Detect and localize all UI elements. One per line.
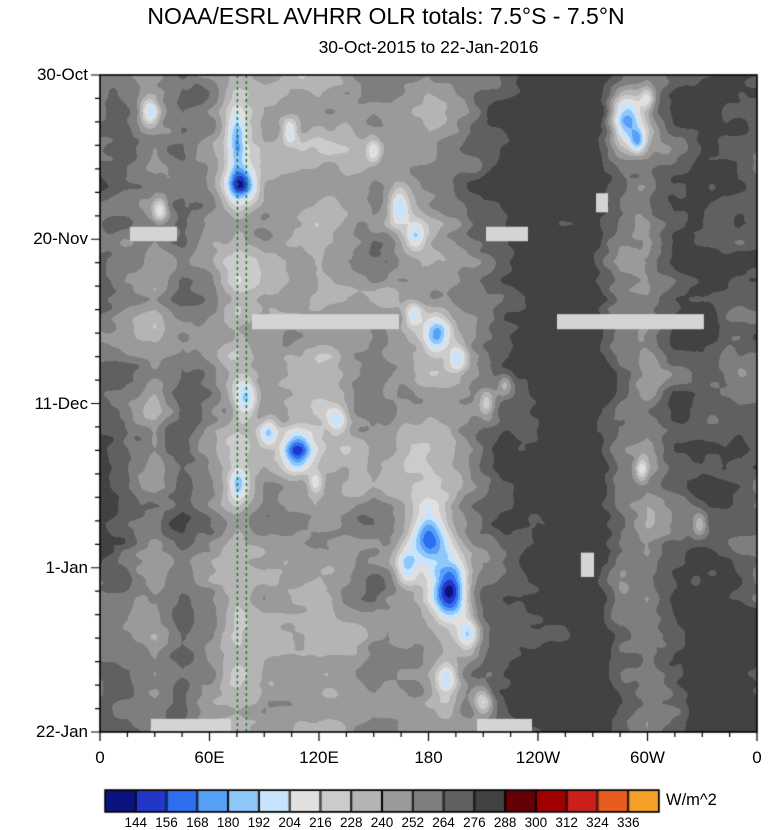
colorbar-tick-label: 192 bbox=[247, 815, 271, 830]
x-tick-label: 60E bbox=[194, 748, 225, 767]
y-tick-label: 30-Oct bbox=[36, 65, 88, 84]
colorbar-tick-label: 228 bbox=[339, 815, 363, 830]
colorbar-tick-label: 144 bbox=[124, 815, 148, 830]
x-tick-label: 120E bbox=[299, 748, 339, 767]
colorbar-tick-label: 156 bbox=[155, 815, 178, 830]
y-tick-label: 20-Nov bbox=[33, 229, 88, 249]
y-tick-label: 22-Jan bbox=[36, 722, 88, 741]
colorbar-tick-label: 300 bbox=[524, 815, 548, 830]
colorbar-tick-label: 324 bbox=[586, 815, 609, 830]
colorbar-tick-label: 204 bbox=[278, 815, 301, 830]
colorbar-tick-label: 276 bbox=[463, 815, 486, 830]
colorbar-tick-label: 216 bbox=[309, 815, 332, 830]
y-tick-label: 11-Dec bbox=[34, 393, 88, 413]
colorbar-tick-label: 168 bbox=[186, 815, 209, 830]
colorbar-tick-label: 252 bbox=[401, 815, 425, 830]
colorbar-tick-label: 288 bbox=[493, 815, 517, 830]
colorbar-tick-label: 312 bbox=[555, 815, 578, 830]
colorbar-units-label: W/m^2 bbox=[666, 791, 717, 809]
x-tick-label: 0 bbox=[95, 748, 105, 767]
x-tick-label: 120W bbox=[515, 748, 561, 767]
x-tick-label: 0 bbox=[752, 748, 762, 767]
colorbar-tick-label: 336 bbox=[616, 815, 640, 830]
chart-title: NOAA/ESRL AVHRR OLR totals: 7.5°S - 7.5°… bbox=[147, 3, 625, 29]
colorbar-tick-label: 240 bbox=[370, 815, 394, 830]
x-tick-label: 180 bbox=[414, 748, 443, 767]
x-tick-label: 60W bbox=[630, 748, 665, 767]
colorbar-tick-label: 264 bbox=[432, 815, 455, 830]
chart-subtitle: 30-Oct-2015 to 22-Jan-2016 bbox=[318, 37, 539, 57]
y-tick-label: 1-Jan bbox=[45, 557, 88, 577]
colorbar-tick-label: 180 bbox=[216, 815, 240, 830]
